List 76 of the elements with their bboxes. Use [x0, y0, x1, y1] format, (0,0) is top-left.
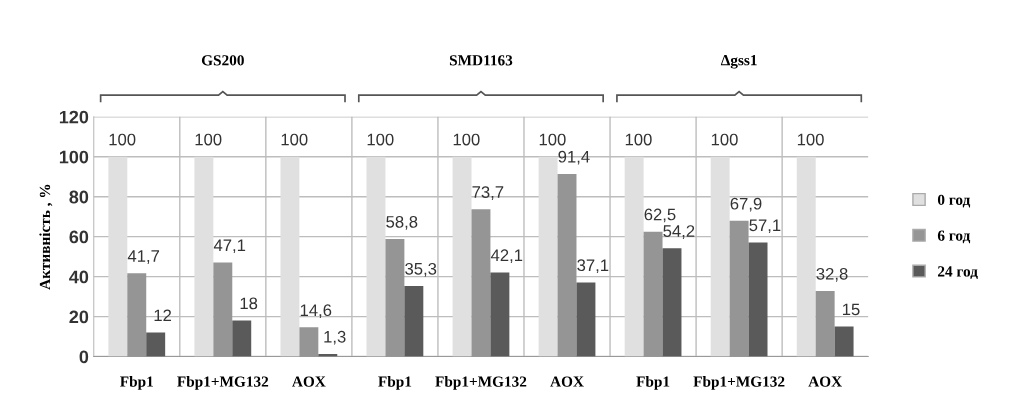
y-tick-label: 40 — [69, 270, 89, 284]
x-tick-label: Fbp1+MG132 — [435, 375, 527, 390]
data-label: 73,7 — [472, 186, 504, 200]
data-label: 100 — [539, 133, 566, 146]
bar — [471, 209, 491, 357]
x-tick-label: Fbp1+MG132 — [177, 375, 269, 390]
bar — [108, 156, 128, 357]
data-label: 100 — [195, 133, 222, 146]
data-label: 42,1 — [490, 249, 523, 264]
data-label: 100 — [367, 133, 394, 146]
y-tick-label: 60 — [69, 230, 89, 244]
x-tick-label: AOX — [292, 376, 326, 387]
data-label: 57,1 — [749, 219, 781, 234]
data-label: 15 — [842, 303, 860, 316]
bar — [538, 156, 558, 357]
bar — [748, 242, 768, 357]
data-label: 54,2 — [663, 225, 695, 239]
bar — [643, 231, 663, 357]
legend-label: 0 год — [937, 194, 971, 208]
data-label: 32,8 — [816, 267, 848, 282]
data-label: 47,1 — [213, 239, 246, 254]
y-tick-label: 120 — [59, 110, 89, 124]
bar — [366, 156, 386, 357]
text: GS200 — [201, 55, 244, 66]
bar — [194, 156, 214, 357]
data-label: 100 — [625, 133, 652, 146]
data-label: 100 — [797, 133, 824, 146]
bar — [404, 286, 424, 357]
bar — [490, 272, 510, 357]
bar — [815, 291, 835, 357]
data-label: 67,9 — [730, 197, 762, 212]
bar — [213, 262, 233, 357]
x-tick-label: Fbp1 — [636, 375, 670, 390]
bar — [710, 156, 730, 357]
bar — [796, 156, 816, 357]
y-axis-title: Активність , % — [39, 184, 53, 290]
y-tick-label: 80 — [69, 190, 89, 204]
data-label: 14,6 — [300, 304, 332, 319]
data-label: 35,3 — [405, 262, 437, 277]
x-tick-label: Fbp1 — [378, 375, 412, 390]
bar — [624, 156, 644, 357]
bar — [729, 220, 749, 357]
text: Δgss1 — [720, 55, 757, 69]
bar — [834, 326, 854, 357]
data-label: 58,8 — [386, 215, 418, 230]
bar — [557, 173, 577, 357]
bar — [232, 320, 252, 357]
y-tick-label: 20 — [69, 310, 89, 324]
bar — [280, 156, 300, 357]
bar — [299, 327, 319, 357]
bar — [127, 273, 147, 357]
bar — [452, 156, 472, 357]
x-tick-label: Fbp1+MG132 — [693, 375, 785, 390]
data-label: 91,4 — [558, 150, 590, 165]
data-label: 12 — [154, 309, 172, 322]
data-label: 41,7 — [127, 250, 160, 264]
legend-label: 24 год — [938, 266, 978, 280]
data-label: 100 — [281, 133, 308, 146]
data-label: 37,1 — [577, 259, 609, 274]
bar — [662, 248, 682, 357]
x-tick-label: Fbp1 — [120, 375, 153, 390]
bar — [576, 282, 596, 357]
data-label: 1,3 — [324, 330, 346, 345]
y-tick-label: 100 — [59, 150, 89, 164]
x-tick-label: AOX — [550, 376, 584, 387]
data-label: 62,5 — [644, 208, 676, 223]
bar — [146, 332, 166, 357]
data-label: 100 — [109, 133, 136, 146]
x-tick-label: AOX — [808, 376, 842, 387]
bar — [385, 239, 405, 357]
data-label: 100 — [711, 133, 738, 146]
y-tick-label: 0 — [79, 350, 89, 364]
text: SMD1163 — [449, 55, 513, 66]
data-label: 100 — [453, 133, 480, 146]
legend-label: 6 год — [937, 230, 971, 244]
data-label: 18 — [240, 297, 258, 310]
